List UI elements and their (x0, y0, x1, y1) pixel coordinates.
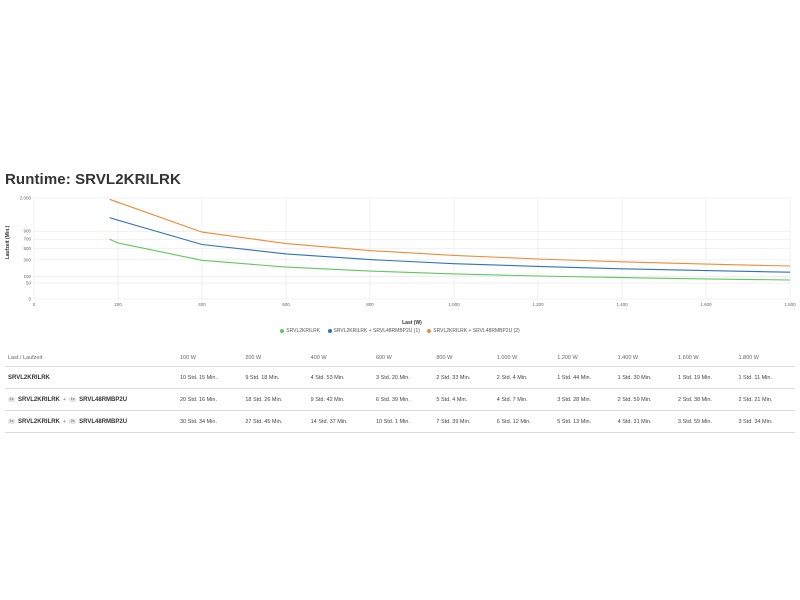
runtime-cell: 3 Std. 59 Min. (674, 410, 735, 433)
column-header: 1.400 W (613, 350, 675, 367)
table-row: 1x SRVL2KRILRK +2x SRVL48RMBP2U 30 Std. 34 … (5, 410, 795, 433)
runtime-cell: 5 Std. 13 Min. (553, 410, 614, 433)
runtime-cell: 7 Std. 39 Min. (432, 410, 493, 433)
extension-model-name: SRVL48RMBP2U (79, 396, 128, 403)
y-tick-label: 2.000 (20, 196, 32, 201)
y-tick-label: 700 (23, 237, 31, 242)
series-line-2 (109, 217, 791, 273)
column-header: 1.800 W (734, 350, 795, 367)
x-tick-label: 200 (114, 302, 122, 307)
series-line-1 (109, 238, 791, 281)
runtime-cell: 6 Std. 39 Min. (371, 388, 433, 411)
column-header: 800 W (432, 350, 493, 367)
legend-dot-1 (280, 328, 285, 333)
model-name: SRVL2KRILRK (18, 418, 60, 425)
runtime-cell: 2 Std. 4 Min. (492, 366, 554, 389)
table-header-label: Last / Laufzeit (5, 350, 176, 367)
runtime-cell: 30 Std. 34 Min. (176, 410, 242, 433)
chart-legend: SRVL2KRILRK SRVL2KRILRK + SRVL48RMBP2U (… (0, 328, 800, 334)
column-header: 1.600 W (674, 350, 735, 367)
table-row: SRVL2KRILRK 10 Std. 15 Min. 9 Std. 18 Mi… (5, 366, 795, 389)
row-model-cell: 1x SRVL2KRILRK +1x SRVL48RMBP2U (5, 388, 176, 411)
runtime-chart: 0 50 100 300 500 700 900 2.000 0 200 400 600 800 1.00… (5, 196, 796, 327)
y-axis-title: Laufzeit (Min.) (5, 225, 11, 259)
runtime-cell: 9 Std. 42 Min. (306, 388, 372, 411)
legend-label-1: SRVL2KRILRK (286, 328, 321, 334)
runtime-table: Last / Laufzeit 100 W 200 W 400 W 600 W … (5, 350, 795, 433)
column-header: 400 W (306, 350, 372, 367)
x-tick-label: 1.600 (700, 302, 712, 307)
x-tick-label: 1.200 (532, 302, 544, 307)
x-tick-label: 400 (198, 302, 206, 307)
extension-model-name: SRVL48RMBP2U (79, 418, 128, 425)
x-tick-label: 1.000 (448, 302, 460, 307)
runtime-cell: 1 Std. 44 Min. (553, 366, 614, 389)
model-name: SRVL2KRILRK (18, 396, 60, 403)
legend-item-1[interactable]: SRVL2KRILRK (280, 328, 320, 334)
quantity-badge: 2x (69, 418, 77, 424)
legend-dot-2 (327, 328, 332, 333)
column-header: 600 W (371, 350, 433, 367)
row-model-cell: 1x SRVL2KRILRK +2x SRVL48RMBP2U (5, 410, 176, 433)
x-tick-label: 0 (33, 302, 36, 307)
table-header-row: Last / Laufzeit 100 W 200 W 400 W 600 W … (5, 350, 795, 367)
legend-label-3: SRVL2KRILRK + SRVL48RMBP2U (2) (433, 328, 520, 334)
column-header: 1.200 W (553, 350, 614, 367)
runtime-cell: 10 Std. 15 Min. (176, 366, 242, 389)
legend-item-3[interactable]: SRVL2KRILRK + SRVL48RMBP2U (2) (427, 328, 520, 334)
y-tick-label: 0 (28, 297, 31, 302)
x-tick-label: 1.800 (784, 302, 796, 307)
model-name: SRVL2KRILRK (8, 374, 50, 381)
row-model-cell: SRVL2KRILRK (5, 366, 176, 389)
y-tick-label: 900 (23, 229, 31, 234)
quantity-badge: 1x (69, 396, 77, 402)
runtime-cell: 6 Std. 12 Min. (492, 410, 554, 433)
runtime-cell: 27 Std. 45 Min. (241, 410, 307, 433)
column-header: 1.000 W (492, 350, 554, 367)
quantity-badge: 1x (8, 396, 15, 402)
series-line-3 (109, 198, 791, 267)
column-header: 100 W (176, 350, 242, 367)
runtime-cell: 14 Std. 37 Min. (306, 410, 372, 433)
runtime-cell: 4 Std. 31 Min. (613, 410, 675, 433)
runtime-cell: 1 Std. 30 Min. (613, 366, 675, 389)
y-tick-label: 300 (23, 257, 31, 262)
y-tick-label: 50 (26, 281, 32, 286)
x-axis-title: Last (W) (402, 320, 422, 326)
runtime-cell: 4 Std. 53 Min. (306, 366, 372, 389)
runtime-cell: 10 Std. 1 Min. (371, 410, 433, 433)
runtime-cell: 20 Std. 16 Min. (176, 388, 242, 411)
runtime-cell: 9 Std. 18 Min. (241, 366, 307, 389)
x-tick-label: 800 (366, 302, 374, 307)
runtime-cell: 2 Std. 59 Min. (613, 388, 675, 411)
legend-label-2: SRVL2KRILRK + SRVL48RMBP2U (1) (333, 328, 420, 334)
y-tick-label: 100 (23, 274, 31, 279)
legend-dot-3 (427, 328, 432, 333)
runtime-cell: 4 Std. 7 Min. (492, 388, 554, 411)
x-tick-label: 600 (282, 302, 290, 307)
runtime-cell: 2 Std. 21 Min. (734, 388, 795, 411)
quantity-badge: 1x (8, 418, 15, 424)
plus-sign: + (62, 396, 67, 403)
runtime-cell: 3 Std. 34 Min. (734, 410, 795, 433)
table-row: 1x SRVL2KRILRK +1x SRVL48RMBP2U 20 Std. 16 … (5, 388, 795, 411)
runtime-cell: 2 Std. 33 Min. (432, 366, 493, 389)
runtime-cell: 5 Std. 4 Min. (432, 388, 493, 411)
column-header: 200 W (241, 350, 307, 367)
legend-item-2[interactable]: SRVL2KRILRK + SRVL48RMBP2U (1) (327, 328, 420, 334)
page-title: Runtime: SRVL2KRILRK (5, 171, 181, 188)
runtime-cell: 2 Std. 38 Min. (674, 388, 735, 411)
y-tick-label: 500 (23, 246, 31, 251)
x-tick-label: 1.400 (616, 302, 628, 307)
plus-sign: + (62, 418, 67, 425)
runtime-cell: 3 Std. 20 Min. (371, 366, 433, 389)
runtime-cell: 1 Std. 19 Min. (674, 366, 735, 389)
runtime-cell: 3 Std. 28 Min. (553, 388, 614, 411)
runtime-cell: 1 Std. 11 Min. (734, 366, 795, 389)
runtime-cell: 18 Std. 26 Min. (241, 388, 307, 411)
